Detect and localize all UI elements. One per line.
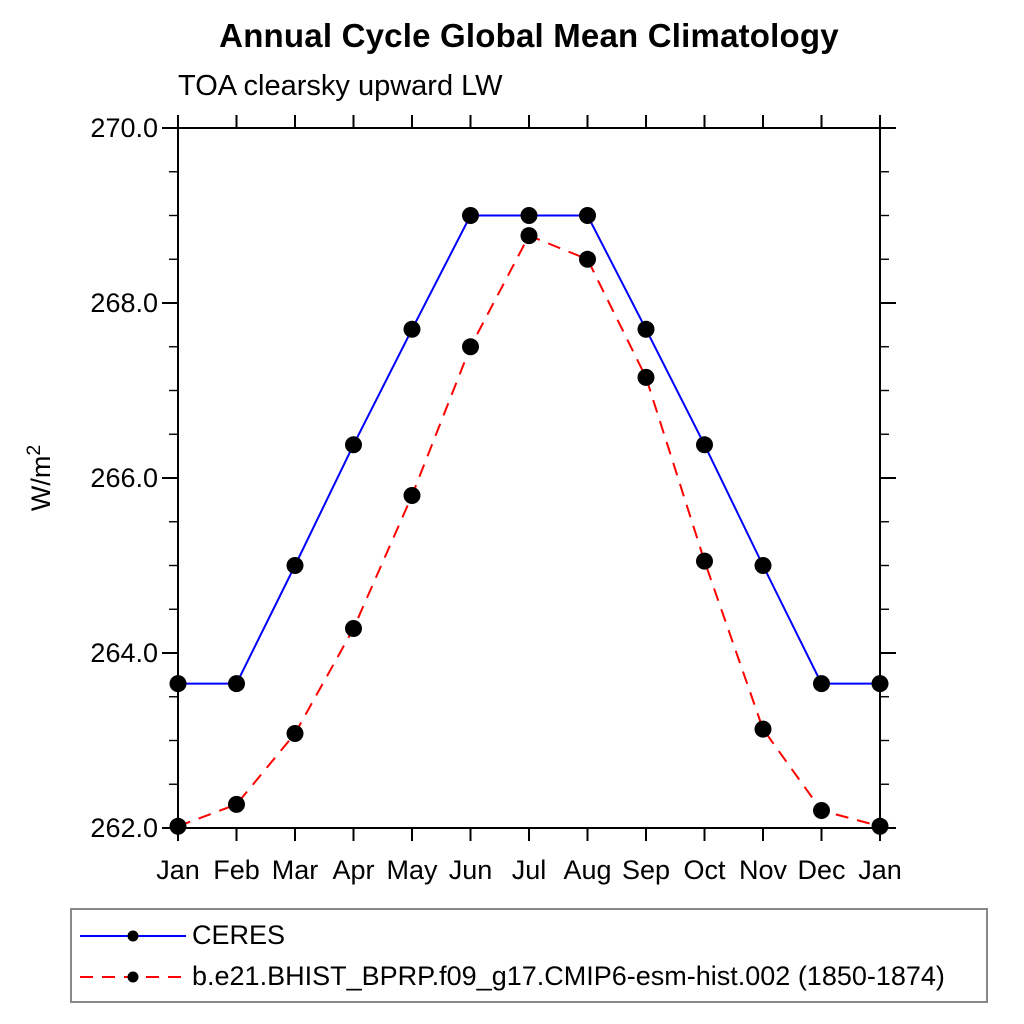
data-point-marker [462,338,479,356]
y-axis-tick-labels: 262.0 264.0 266.0 268.0 270.0 [90,113,158,843]
data-point-marker [520,227,538,245]
data-point-marker [403,320,421,338]
x-axis-tick-labels: Jan Feb Mar Apr May Jun Jul Aug Sep Oct Nov Dec Jan [156,855,902,885]
model-swatch-marker [127,971,139,982]
x-tick-label: Jun [449,855,493,885]
data-point-marker [169,675,187,693]
chart-title: Annual Cycle Global Mean Climatology [219,17,839,54]
series-line-0 [178,214,880,685]
data-point-marker [813,675,830,693]
x-axis-ticks [177,115,881,841]
x-tick-label: Nov [739,855,788,885]
legend: CERES b.e21.BHIST_BPRP.f09_g17.CMIP6-esm… [70,908,988,1003]
model-line [177,234,881,828]
y-axis-minor-ticks [169,171,889,785]
data-point-marker [637,320,655,338]
legend-item-model: b.e21.BHIST_BPRP.f09_g17.CMIP6-esm-hist.… [72,956,986,997]
x-tick-label: Dec [797,855,845,885]
data-point-marker [403,487,421,504]
data-point-marker [579,250,596,268]
x-tick-label: Apr [332,855,374,885]
data-point-marker [754,557,772,574]
data-point-marker [696,552,713,570]
data-point-marker [345,436,362,454]
data-point-marker [462,207,479,224]
x-tick-label: Jul [512,855,547,885]
data-point-marker [696,436,713,454]
data-point-marker [871,817,889,835]
x-tick-label: May [386,855,438,885]
y-tick-label: 270.0 [90,113,158,143]
series-line-1 [177,234,881,828]
y-tick-label: 266.0 [90,463,158,493]
data-point-marker [579,207,596,224]
y-tick-label: 268.0 [90,288,158,318]
legend-label-model: b.e21.BHIST_BPRP.f09_g17.CMIP6-esm-hist.… [192,961,945,991]
y-tick-label: 262.0 [90,813,158,843]
series-markers-0 [169,207,889,693]
data-point-marker [520,207,538,224]
data-point-marker [637,368,655,386]
data-point-marker [813,802,830,819]
x-tick-label: Oct [683,855,726,885]
data-point-marker [754,720,772,738]
legend-label-ceres: CERES [192,920,286,950]
x-tick-label: Jan [858,855,902,885]
series-markers-1 [169,227,889,835]
data-point-marker [228,795,245,813]
legend-item-ceres: CERES [72,915,986,956]
data-point-marker [345,620,362,637]
model-line-swatch [80,971,186,982]
x-tick-label: Mar [272,855,319,885]
data-point-marker [228,675,245,693]
ceres-line-swatch [80,930,186,941]
data-point-marker [871,675,889,693]
y-tick-label: 264.0 [90,638,158,668]
x-tick-label: Sep [622,855,670,885]
data-point-marker [286,725,304,742]
chart-subtitle: TOA clearsky upward LW [178,70,503,102]
ceres-swatch-marker [127,930,139,941]
x-tick-label: Aug [563,855,611,885]
data-point-marker [286,557,304,574]
data-point-marker [169,817,187,835]
x-tick-label: Jan [156,855,200,885]
x-tick-label: Feb [213,855,260,885]
ceres-line [178,214,880,685]
